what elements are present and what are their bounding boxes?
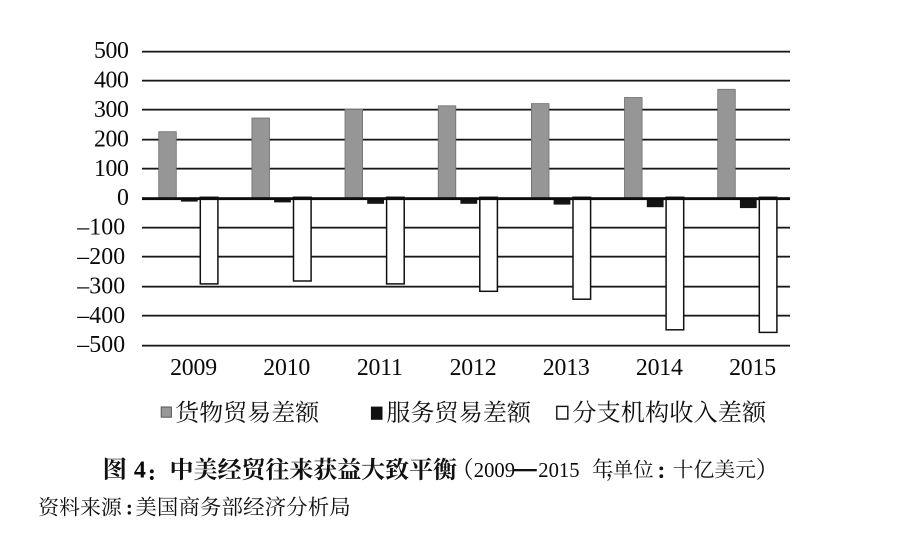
svg-text:2015: 2015 (729, 355, 776, 381)
svg-text:2014: 2014 (636, 355, 683, 381)
svg-text:4: 4 (134, 457, 146, 483)
svg-text:–400: –400 (76, 303, 125, 329)
svg-text:2015: 2015 (538, 460, 579, 482)
svg-text:2009: 2009 (474, 460, 515, 482)
svg-text:2012: 2012 (450, 355, 497, 381)
svg-text:100: 100 (94, 156, 129, 182)
svg-text:–200: –200 (76, 244, 125, 270)
svg-text:400: 400 (94, 68, 129, 94)
svg-text:0: 0 (117, 185, 129, 211)
svg-text:300: 300 (94, 97, 129, 123)
svg-text:500: 500 (94, 38, 129, 64)
svg-text:2013: 2013 (543, 355, 590, 381)
svg-text:2011: 2011 (357, 355, 403, 381)
svg-text:–500: –500 (76, 332, 125, 358)
svg-text:–300: –300 (76, 273, 125, 299)
svg-text:2010: 2010 (263, 355, 310, 381)
svg-text:–100: –100 (76, 215, 125, 241)
svg-text:200: 200 (94, 126, 129, 152)
svg-text:2009: 2009 (170, 355, 217, 381)
